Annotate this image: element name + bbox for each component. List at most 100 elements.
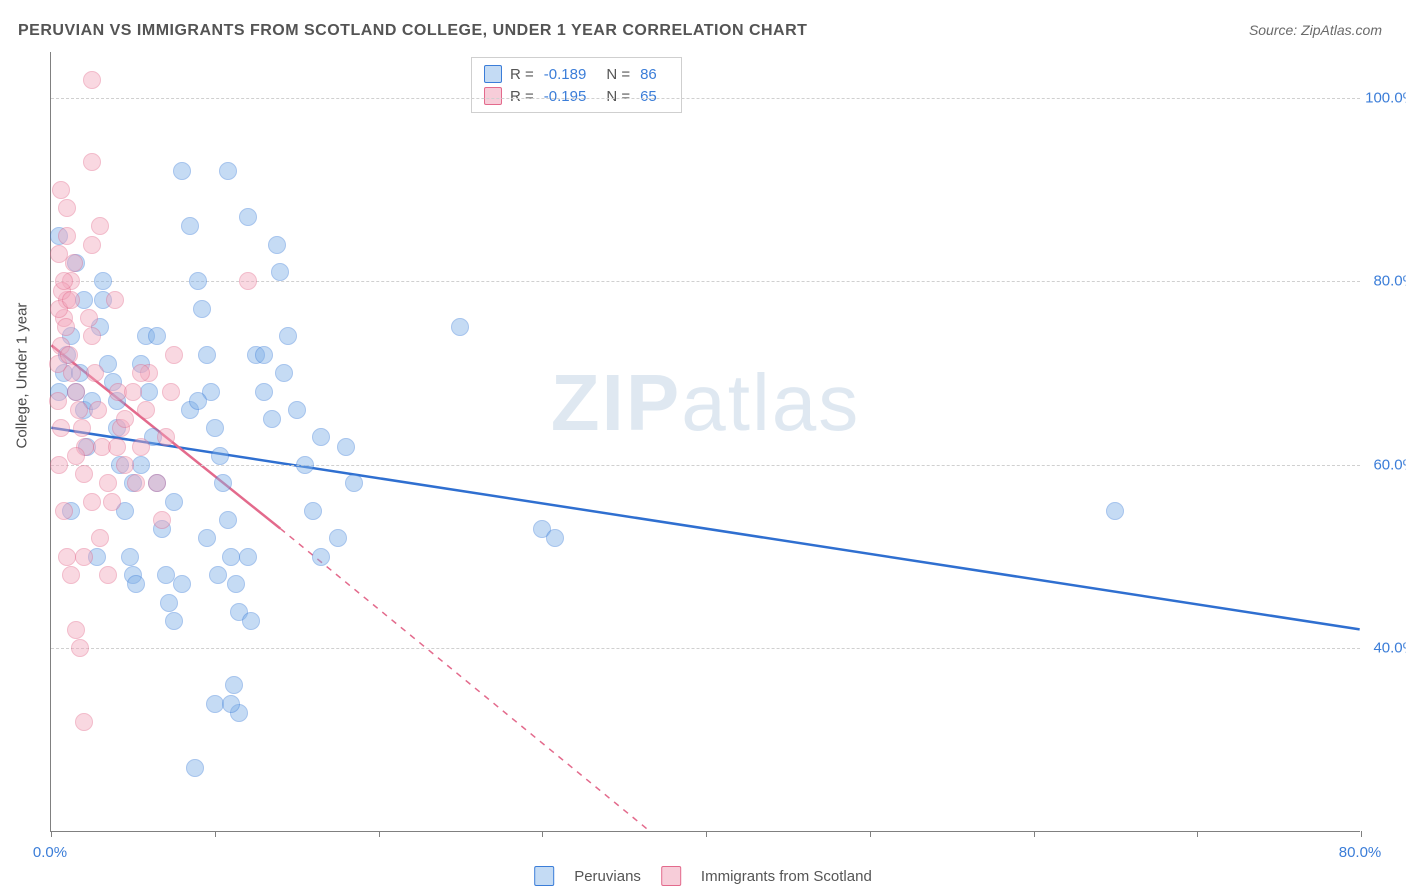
scatter-point [222, 548, 240, 566]
scatter-point [165, 612, 183, 630]
scatter-point [222, 695, 240, 713]
scatter-point [116, 456, 134, 474]
scatter-point [83, 153, 101, 171]
stats-row-peruvians: R = -0.189 N = 86 [484, 63, 669, 85]
scatter-point [94, 272, 112, 290]
x-tick [542, 831, 543, 837]
scatter-point [239, 548, 257, 566]
scatter-point [103, 493, 121, 511]
scatter-point [1106, 502, 1124, 520]
scatter-point [140, 383, 158, 401]
scatter-point [55, 502, 73, 520]
scatter-point [329, 529, 347, 547]
n-label: N = [606, 66, 630, 83]
scatter-point [255, 383, 273, 401]
y-tick-label: 100.0% [1365, 89, 1406, 106]
scatter-point [58, 227, 76, 245]
scatter-point [148, 327, 166, 345]
scatter-point [70, 401, 88, 419]
scatter-point [255, 346, 273, 364]
n-value-scotland: 65 [640, 88, 657, 105]
scatter-point [63, 364, 81, 382]
scatter-point [121, 548, 139, 566]
legend-swatch-peruvians [534, 866, 554, 886]
scatter-point [214, 474, 232, 492]
watermark-light: atlas [681, 358, 860, 447]
scatter-point [206, 695, 224, 713]
scatter-point [137, 401, 155, 419]
scatter-point [268, 236, 286, 254]
r-value-scotland: -0.195 [544, 88, 587, 105]
source-attribution: Source: ZipAtlas.com [1249, 22, 1382, 38]
scatter-point [206, 419, 224, 437]
legend-label-peruvians: Peruvians [574, 868, 641, 885]
scatter-point [165, 346, 183, 364]
scatter-point [99, 474, 117, 492]
scatter-point [80, 309, 98, 327]
scatter-point [86, 364, 104, 382]
n-label: N = [606, 88, 630, 105]
scatter-point [209, 566, 227, 584]
x-tick [51, 831, 52, 837]
scatter-point [75, 713, 93, 731]
scatter-point [345, 474, 363, 492]
scatter-point [73, 419, 91, 437]
scatter-point [296, 456, 314, 474]
chart-title: PERUVIAN VS IMMIGRANTS FROM SCOTLAND COL… [18, 22, 807, 40]
scatter-point [91, 529, 109, 547]
x-tick [1197, 831, 1198, 837]
scatter-point [67, 621, 85, 639]
scatter-point [173, 575, 191, 593]
scatter-point [71, 639, 89, 657]
scatter-point [108, 438, 126, 456]
gridline [51, 98, 1360, 99]
scatter-point [198, 346, 216, 364]
scatter-point [83, 493, 101, 511]
gridline [51, 465, 1360, 466]
scatter-point [173, 162, 191, 180]
scatter-point [75, 465, 93, 483]
scatter-point [225, 676, 243, 694]
scatter-point [162, 383, 180, 401]
n-value-peruvians: 86 [640, 66, 657, 83]
scatter-point [312, 428, 330, 446]
scatter-point [337, 438, 355, 456]
scatter-point [189, 392, 207, 410]
scatter-point [288, 401, 306, 419]
watermark-bold: ZIP [551, 358, 681, 447]
x-tick-label: 0.0% [33, 844, 67, 861]
scatter-point [157, 428, 175, 446]
scatter-point [132, 438, 150, 456]
y-tick-label: 80.0% [1373, 273, 1406, 290]
scatter-point [219, 511, 237, 529]
scatter-point [312, 548, 330, 566]
scatter-point [193, 300, 211, 318]
scatter-point [50, 456, 68, 474]
r-label: R = [510, 88, 534, 105]
scatter-point [304, 502, 322, 520]
scatter-point [75, 548, 93, 566]
scatter-point [160, 594, 178, 612]
scatter-point [89, 401, 107, 419]
scatter-point [127, 474, 145, 492]
scatter-point [57, 318, 75, 336]
scatter-point [132, 456, 150, 474]
swatch-peruvians [484, 65, 502, 83]
scatter-point [181, 217, 199, 235]
scatter-point [275, 364, 293, 382]
scatter-point [67, 383, 85, 401]
scatter-point [62, 291, 80, 309]
scatter-point [124, 383, 142, 401]
scatter-point [186, 759, 204, 777]
scatter-point [153, 511, 171, 529]
scatter-point [219, 162, 237, 180]
plot-area: ZIPatlas R = -0.189 N = 86 R = -0.195 N … [50, 52, 1360, 832]
scatter-point [451, 318, 469, 336]
scatter-point [62, 566, 80, 584]
scatter-point [157, 566, 175, 584]
scatter-point [55, 272, 73, 290]
x-tick [379, 831, 380, 837]
x-tick [706, 831, 707, 837]
scatter-point [271, 263, 289, 281]
y-tick-label: 40.0% [1373, 640, 1406, 657]
